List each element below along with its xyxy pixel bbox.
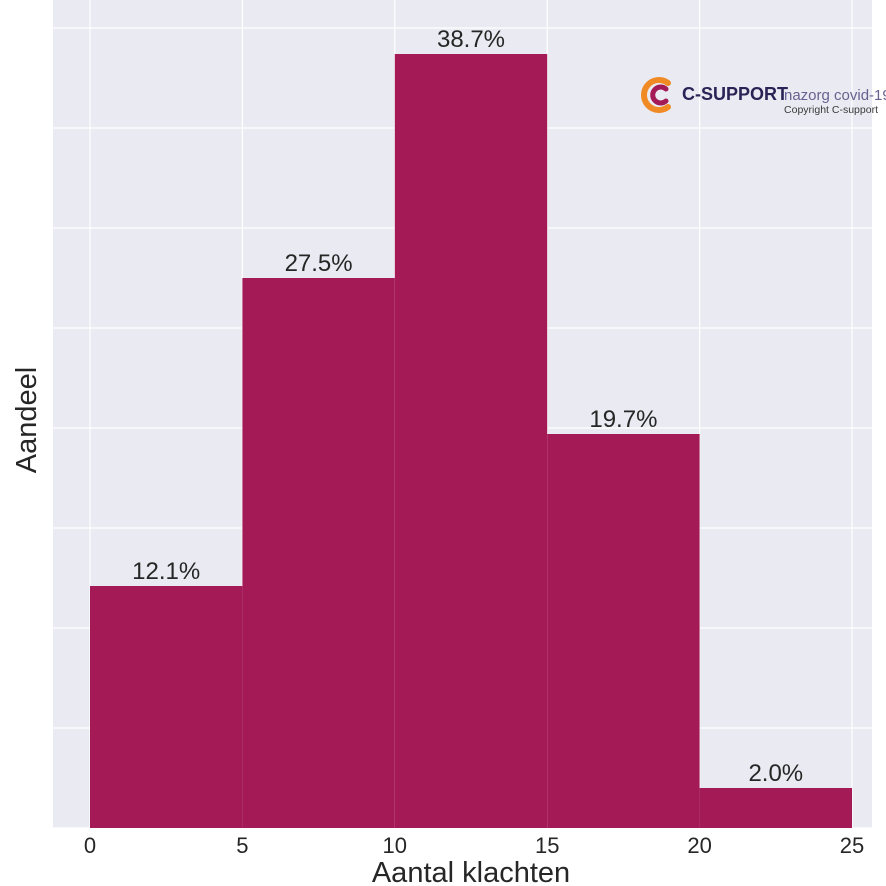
logo-subtitle: nazorg covid-19 — [784, 87, 886, 104]
x-tick-label: 0 — [84, 833, 96, 858]
x-tick-label: 25 — [840, 833, 864, 858]
bar-value-label: 19.7% — [589, 406, 657, 433]
y-axis-label: Aandeel — [11, 367, 43, 473]
c-support-logo-icon — [641, 77, 671, 113]
c-support-logo: C-SUPPORT nazorg covid-19 Copyright C-su… — [641, 77, 886, 116]
x-axis-label: Aantal klachten — [372, 857, 570, 886]
bar-value-label: 27.5% — [285, 250, 353, 277]
x-tick-label: 5 — [236, 833, 248, 858]
bar-value-label: 2.0% — [748, 760, 803, 787]
bar — [242, 278, 395, 828]
x-tick-labels: 0 5 10 15 20 25 — [84, 833, 864, 858]
x-tick-label: 15 — [535, 833, 559, 858]
bar — [90, 586, 243, 828]
bars — [90, 54, 852, 828]
bar-value-label: 12.1% — [132, 558, 200, 585]
data-labels: 12.1% 27.5% 38.7% 19.7% 2.0% — [132, 26, 803, 787]
x-tick-label: 20 — [687, 833, 711, 858]
bar-value-label: 38.7% — [437, 26, 505, 53]
logo-copyright: Copyright C-support — [784, 104, 878, 116]
bar — [394, 54, 548, 828]
bar — [699, 788, 852, 828]
bar — [547, 434, 700, 828]
logo-brand: C-SUPPORT — [682, 84, 788, 104]
x-tick-label: 10 — [383, 833, 407, 858]
